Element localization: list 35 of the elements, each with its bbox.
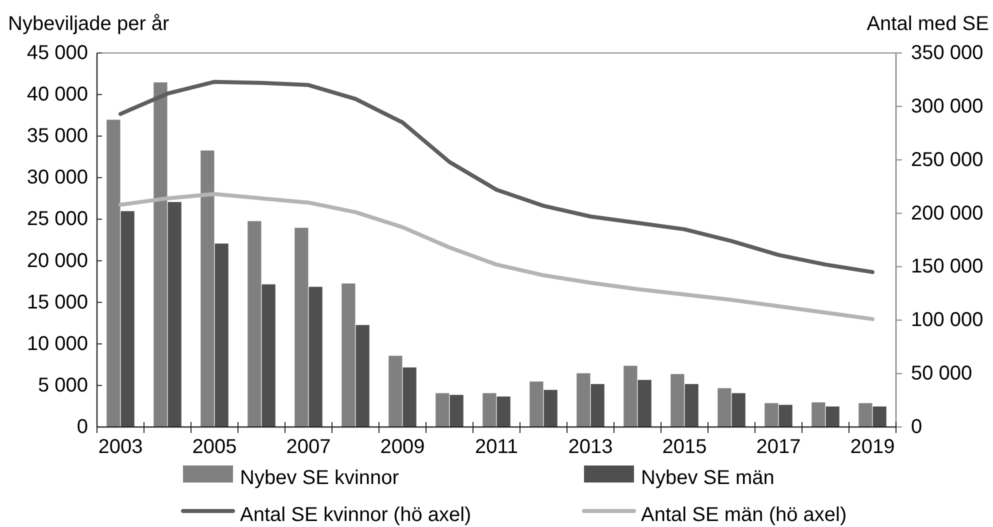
y-tick-label: 5 000: [38, 374, 88, 396]
y-tick-label: 15 000: [26, 291, 88, 314]
y2-tick-label: 100 000: [911, 309, 984, 332]
legend-label: Nybev SE män: [641, 467, 774, 489]
line-series: [118, 192, 874, 322]
y2-tick-label: 150 000: [911, 256, 984, 278]
y-tick-label: 20 000: [26, 250, 88, 272]
x-tick-label: 2017: [756, 436, 801, 458]
y-tick-label: 35 000: [26, 125, 88, 148]
y-tick-label: 10 000: [26, 332, 88, 355]
y2-axis-title: Antal med SE: [866, 13, 989, 35]
y2-tick-label: 350 000: [911, 42, 984, 64]
legend-label: Antal SE kvinnor (hö axel): [240, 504, 472, 526]
legend-label: Antal SE män (hö axel): [641, 504, 847, 526]
x-tick-label: 2013: [568, 436, 613, 458]
y-tick-label: 0: [76, 416, 88, 438]
y-tick-label: 40 000: [26, 84, 88, 106]
x-tick-label: 2015: [662, 436, 707, 458]
y2-tick-label: 200 000: [911, 202, 984, 224]
y2-tick-label: 50 000: [911, 362, 972, 385]
y2-tick-label: 0: [911, 416, 922, 438]
x-tick-label: 2005: [192, 436, 237, 458]
x-tick-label: 2009: [380, 436, 425, 458]
y2-tick-label: 300 000: [911, 95, 984, 118]
y-tick-label: 45 000: [26, 42, 88, 64]
legend-label: Nybev SE kvinnor: [240, 467, 400, 489]
y-axis-title: Nybeviljade per år: [8, 13, 170, 35]
x-tick-label: 2011: [474, 436, 518, 458]
line-series: [118, 80, 874, 274]
x-tick-label: 2003: [98, 436, 143, 458]
x-tick-label: 2019: [850, 436, 895, 458]
x-tick-label: 2007: [286, 436, 331, 458]
y-tick-label: 30 000: [26, 166, 88, 189]
y2-tick-label: 250 000: [911, 148, 984, 171]
y-tick-label: 25 000: [26, 208, 88, 230]
